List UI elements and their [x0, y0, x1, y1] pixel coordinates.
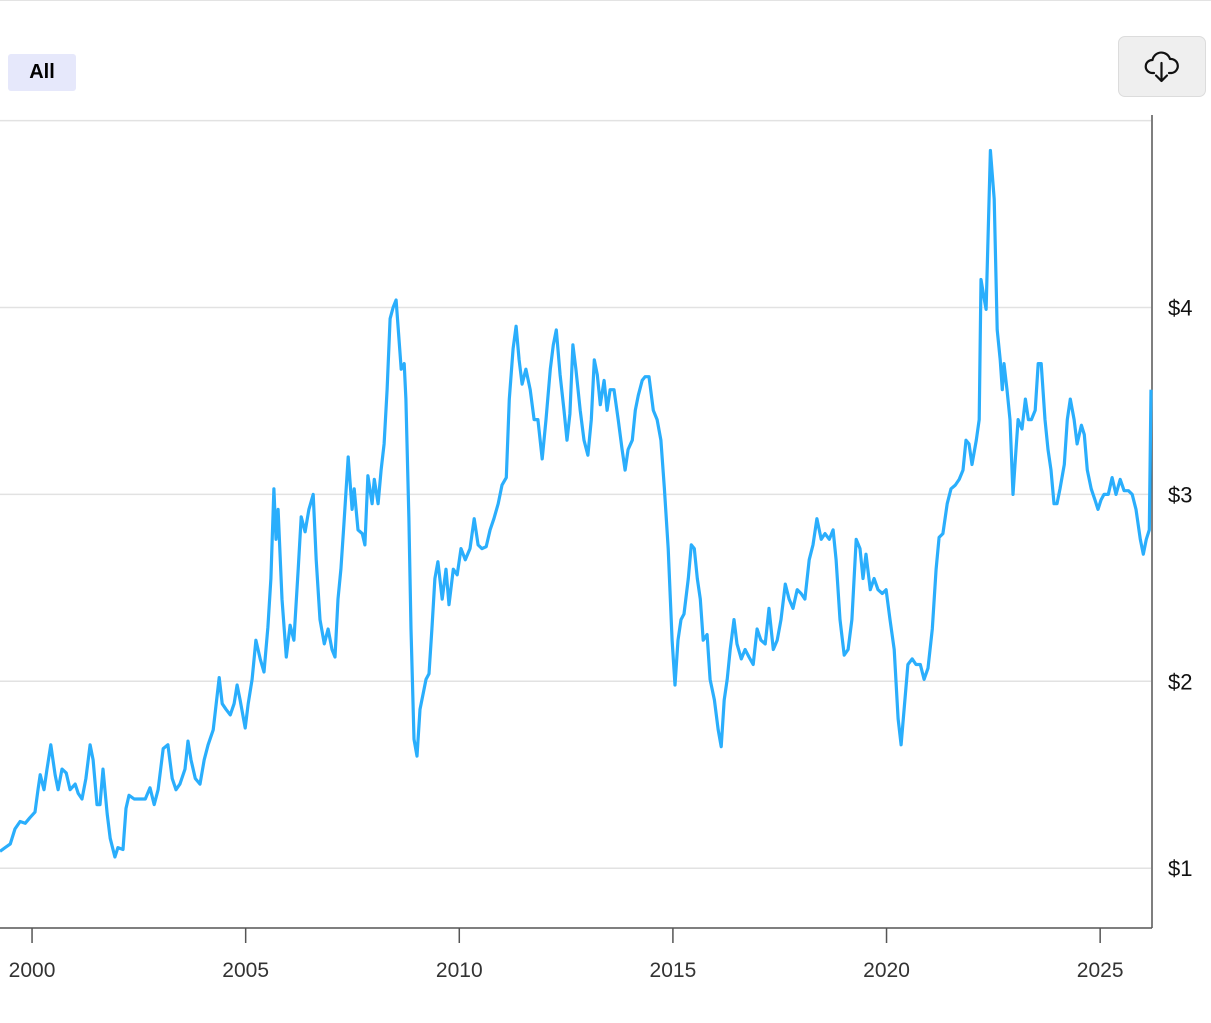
x-tick-label: 2025	[1077, 959, 1124, 982]
price-series-line	[0, 148, 1153, 859]
x-tick-label: 2000	[9, 959, 56, 982]
y-tick-label: $1	[1168, 856, 1192, 881]
range-all-button[interactable]: All	[8, 54, 76, 91]
y-axis: $1 $2 $3 $4	[1151, 115, 1192, 928]
top-divider	[0, 0, 1211, 1]
x-tick-label: 2010	[436, 959, 483, 982]
x-tick-label: 2015	[650, 959, 697, 982]
y-tick-label: $3	[1168, 482, 1192, 507]
download-button[interactable]	[1118, 36, 1206, 97]
y-tick-label: $2	[1168, 669, 1192, 694]
gridlines	[0, 119, 1151, 869]
y-tick-label: $4	[1168, 296, 1192, 321]
cloud-download-icon	[1144, 50, 1179, 82]
x-tick-label: 2020	[863, 959, 910, 982]
x-tick-label: 2005	[222, 959, 269, 982]
x-axis: 2000 2005 2010 2015 2020 2025	[0, 927, 1152, 982]
